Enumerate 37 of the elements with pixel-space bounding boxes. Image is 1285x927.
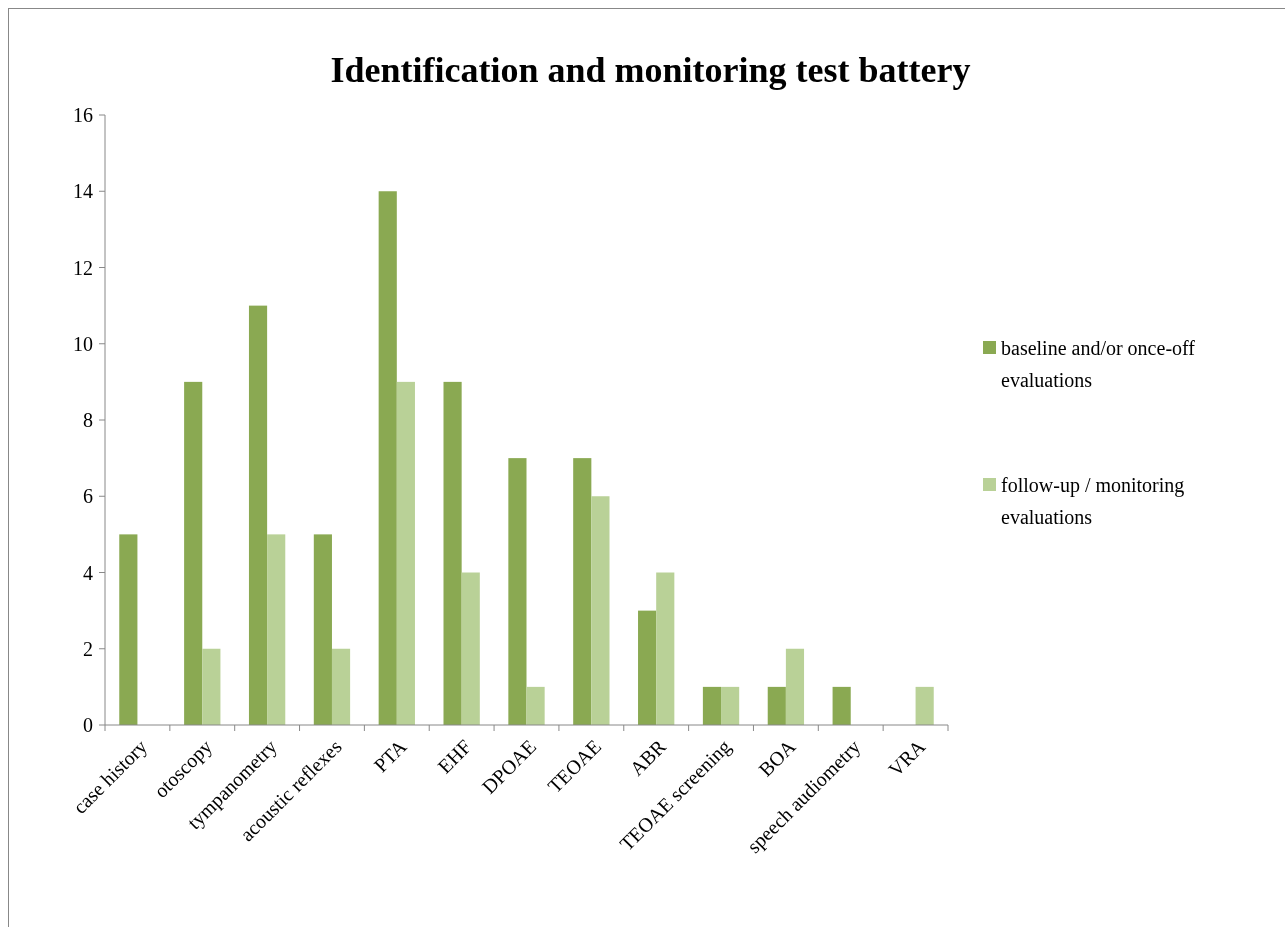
chart-title: Identification and monitoring test battery bbox=[330, 50, 971, 90]
y-tick-label: 16 bbox=[73, 104, 93, 126]
bar bbox=[202, 648, 221, 725]
bar bbox=[785, 648, 805, 725]
x-tick-label: PTA bbox=[369, 734, 411, 777]
bar bbox=[832, 686, 851, 725]
y-tick-label: 14 bbox=[73, 180, 93, 203]
bar bbox=[591, 496, 610, 725]
bar bbox=[526, 686, 545, 725]
y-tick-label: 0 bbox=[83, 714, 93, 736]
bar bbox=[573, 458, 592, 725]
y-tick-label: 6 bbox=[83, 485, 93, 508]
bar bbox=[396, 381, 415, 725]
x-tick-label: VRA bbox=[883, 734, 930, 781]
bar bbox=[721, 686, 740, 725]
y-tick-label: 2 bbox=[83, 637, 93, 660]
bar bbox=[331, 648, 351, 725]
bar bbox=[119, 534, 138, 725]
bar bbox=[767, 686, 786, 725]
y-tick-label: 10 bbox=[73, 332, 93, 355]
bar bbox=[443, 381, 462, 725]
bar bbox=[248, 305, 268, 725]
y-tick-label: 12 bbox=[73, 256, 93, 279]
bar bbox=[915, 686, 934, 725]
legend-label: follow-up / monitoring evaluations bbox=[1001, 474, 1185, 528]
bar bbox=[313, 534, 332, 725]
bar bbox=[638, 610, 657, 725]
bar bbox=[461, 572, 480, 725]
bar bbox=[656, 572, 675, 725]
legend-label: baseline and/or once-off evaluations bbox=[1001, 337, 1196, 391]
y-tick-label: 8 bbox=[83, 409, 93, 431]
bar bbox=[184, 381, 203, 725]
bar bbox=[267, 534, 286, 725]
bar bbox=[508, 458, 527, 725]
y-tick-label: 4 bbox=[83, 561, 93, 584]
bar bbox=[702, 686, 722, 725]
bar bbox=[378, 191, 397, 725]
